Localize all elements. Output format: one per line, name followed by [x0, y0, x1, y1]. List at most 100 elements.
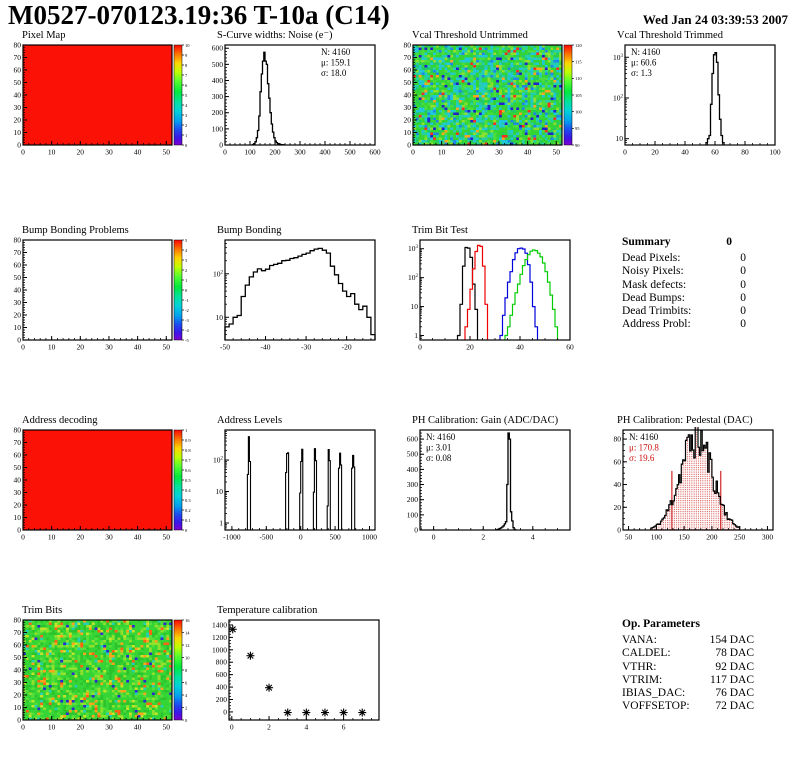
bump-bonding-chart: -50 -40 -30 -20 10 102: [213, 239, 376, 352]
svg-text:600: 600: [407, 435, 419, 444]
svg-text:5: 5: [185, 238, 188, 243]
summary-heading-value: 0: [726, 236, 732, 248]
svg-text:70: 70: [14, 438, 22, 447]
svg-text:105: 105: [575, 93, 583, 98]
svg-text:40: 40: [614, 480, 622, 489]
op-parameter-row: VTRIM: 117 DAC: [622, 674, 754, 687]
chart-title: Vcal Threshold Trimmed: [617, 30, 723, 41]
svg-text:50: 50: [14, 463, 22, 472]
svg-text:0: 0: [185, 288, 188, 293]
svg-text:-500: -500: [259, 533, 273, 542]
svg-text:90: 90: [575, 143, 580, 148]
address-decoding-chart: 0 10 20 30 40 50 0 10 20 30 40 50 60 70 80 1 0.9 0.8 0.7 0.…: [14, 427, 192, 542]
svg-text:20: 20: [14, 116, 22, 125]
op-parameter-row-label: VTHR:: [622, 660, 657, 673]
panel-scurve-noise: S-Curve widths: Noise (e⁻) 0 100 200 300 400…: [205, 30, 400, 162]
svg-text:μ: 60.6: μ: 60.6: [631, 58, 657, 68]
svg-text:102: 102: [213, 456, 224, 465]
svg-text:110: 110: [575, 76, 582, 81]
svg-text:-1000: -1000: [223, 533, 241, 542]
svg-text:0: 0: [219, 141, 223, 150]
svg-text:0: 0: [21, 148, 25, 157]
svg-text:100: 100: [212, 124, 224, 133]
svg-text:N: 4160: N: 4160: [426, 432, 456, 442]
svg-text:6: 6: [185, 83, 188, 88]
svg-text:σ: 19.6: σ: 19.6: [629, 453, 655, 463]
op-parameter-row-value: 72 DAC: [715, 700, 754, 713]
svg-text:80: 80: [14, 42, 22, 50]
svg-text:60: 60: [14, 261, 22, 270]
summary-heading: Summary 0: [622, 236, 746, 248]
svg-text:10: 10: [216, 487, 224, 496]
svg-text:N: 4160: N: 4160: [629, 432, 659, 442]
svg-text:80: 80: [14, 427, 22, 435]
svg-text:1: 1: [414, 331, 418, 340]
svg-text:300: 300: [294, 148, 306, 157]
svg-text:-20: -20: [342, 343, 352, 352]
chart-title: Pixel Map: [22, 30, 66, 41]
svg-text:300: 300: [212, 92, 224, 101]
summary-panel: Summary 0 Dead Pixels: 0 Noisy Pixels: 0 Mas…: [622, 236, 746, 332]
svg-text:0: 0: [223, 148, 227, 157]
panel-trim-bit-test: Trim Bit Test 0 20 40 60 1 10 102 103: [400, 225, 595, 357]
op-parameter-row-value: 76 DAC: [715, 687, 754, 700]
panel-pixel-map: Pixel Map 0 10 20 30 40 50 0 10 20 30 40 50 60 70 80 10…: [10, 30, 205, 162]
svg-text:20: 20: [14, 501, 22, 510]
svg-text:30: 30: [404, 103, 412, 112]
svg-text:50: 50: [163, 533, 171, 542]
svg-text:60: 60: [14, 451, 22, 460]
svg-text:150: 150: [678, 533, 690, 542]
page-title: M0527-070123.19:36 T-10a (C14): [8, 0, 390, 30]
panel-address-levels: Address Levels -1000 -500 0 500 1000 1 10 102: [205, 415, 400, 547]
svg-text:1: 1: [219, 519, 223, 528]
summary-row-label: Dead Pixels:: [622, 252, 681, 264]
svg-text:400: 400: [319, 148, 331, 157]
svg-text:N: 4160: N: 4160: [631, 47, 661, 57]
svg-text:50: 50: [553, 148, 561, 157]
summary-row-label: Dead Trimbits:: [622, 305, 692, 318]
svg-text:0: 0: [185, 143, 188, 148]
svg-text:10: 10: [616, 134, 624, 143]
svg-text:1: 1: [185, 133, 187, 138]
svg-text:10: 10: [48, 343, 56, 352]
timestamp: Wed Jan 24 03:39:53 2007: [642, 12, 788, 27]
svg-text:102: 102: [613, 93, 624, 102]
summary-row: Noisy Pixels: 0: [622, 265, 746, 278]
svg-text:60: 60: [404, 66, 412, 75]
svg-text:9: 9: [185, 53, 188, 58]
svg-text:30: 30: [495, 148, 503, 157]
svg-text:2: 2: [481, 533, 485, 542]
svg-text:20: 20: [77, 533, 85, 542]
svg-text:σ: 18.0: σ: 18.0: [321, 68, 347, 78]
svg-text:10: 10: [185, 43, 190, 48]
panel-ph-pedestal: PH Calibration: Pedestal (DAC) 50 100 150 2…: [605, 415, 795, 547]
op-parameter-row-label: CALDEL:: [622, 647, 671, 660]
summary-row: Dead Trimbits: 0: [622, 305, 746, 318]
svg-text:250: 250: [734, 533, 746, 542]
svg-text:100: 100: [407, 510, 419, 519]
svg-text:103: 103: [613, 53, 624, 62]
svg-text:40: 40: [14, 91, 22, 100]
svg-text:σ: 0.08: σ: 0.08: [426, 453, 452, 463]
svg-text:0.1: 0.1: [185, 518, 191, 523]
chart-title: Vcal Threshold Untrimmed: [412, 30, 528, 41]
op-parameter-row-label: VTRIM:: [622, 673, 663, 686]
op-parameters-panel: Op. Parameters VANA: 154 DAC CALDEL: 78 DAC…: [622, 618, 754, 714]
svg-text:60: 60: [711, 148, 719, 157]
svg-text:-1: -1: [185, 298, 189, 303]
svg-text:600: 600: [369, 148, 381, 157]
address-levels-chart: -1000 -500 0 500 1000 1 10 102: [213, 429, 377, 542]
svg-text:100: 100: [651, 533, 663, 542]
svg-text:120: 120: [575, 43, 583, 48]
svg-text:102: 102: [408, 273, 419, 282]
svg-text:80: 80: [614, 435, 622, 444]
svg-text:10: 10: [411, 302, 419, 311]
svg-text:-30: -30: [301, 343, 311, 352]
op-parameters-rows: VANA: 154 DAC CALDEL: 78 DAC VTHR: 92 DAC VTRI…: [622, 634, 754, 714]
svg-text:500: 500: [329, 533, 341, 542]
svg-text:N: 4160: N: 4160: [321, 47, 351, 57]
svg-text:10: 10: [404, 128, 412, 137]
svg-text:3: 3: [185, 113, 188, 118]
